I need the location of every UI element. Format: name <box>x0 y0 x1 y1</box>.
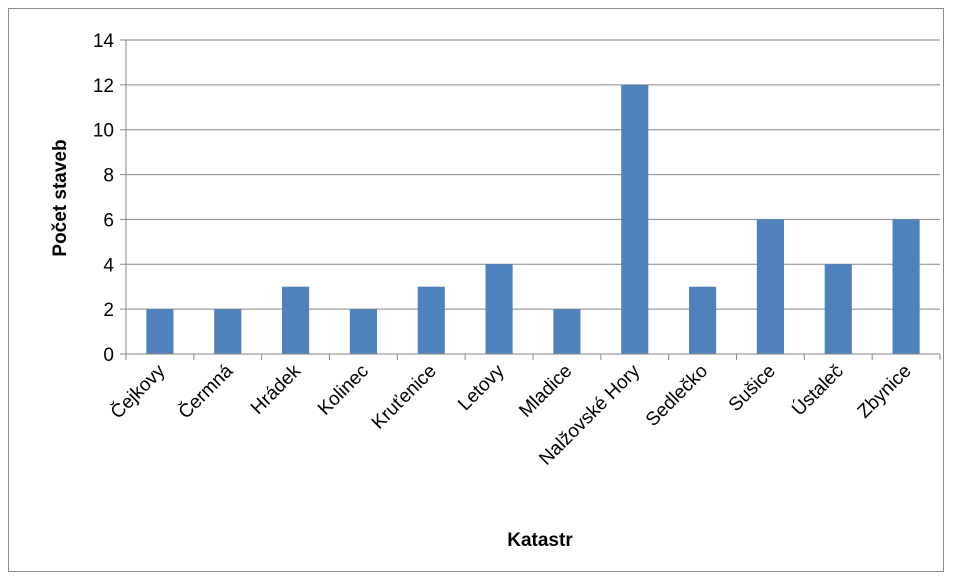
x-tick-label: Sušice <box>725 361 780 416</box>
x-tick-label: Letovy <box>454 360 509 415</box>
x-tick-label: Hrádek <box>247 360 306 419</box>
y-tick-label: 12 <box>93 76 114 97</box>
bars <box>146 84 920 354</box>
y-tick-label: 10 <box>93 121 114 142</box>
bar <box>689 286 717 354</box>
bar <box>349 309 377 354</box>
bar <box>621 84 649 354</box>
y-tick-label: 8 <box>103 166 114 187</box>
axes <box>120 39 941 360</box>
bar <box>892 219 920 354</box>
y-tick-label: 6 <box>103 210 114 231</box>
bar <box>756 219 784 354</box>
x-axis-title: Katastr <box>507 530 573 551</box>
bar <box>553 309 581 354</box>
x-tick-label: Čermná <box>174 360 238 424</box>
x-tick-label: Mladice <box>515 361 576 422</box>
y-tick-label: 4 <box>103 255 114 276</box>
gridlines <box>126 39 940 310</box>
y-tick-label: 2 <box>103 300 114 321</box>
x-tick-label: Ústaleč <box>787 360 847 420</box>
x-tick-label: Čejkovy <box>106 360 170 424</box>
bar <box>485 264 513 354</box>
bar <box>282 286 310 354</box>
chart-frame <box>8 8 944 572</box>
x-tick-label: Zbynice <box>854 361 916 423</box>
y-tick-labels: 0 2 4 6 8 10 12 14 <box>93 31 115 366</box>
y-axis-title: Počet staveb <box>50 139 71 256</box>
bar <box>214 309 242 354</box>
x-tick-label: Kruťenice <box>368 361 441 434</box>
bar <box>417 286 445 354</box>
bar <box>824 264 852 354</box>
y-tick-label: 14 <box>93 31 115 52</box>
x-tick-label: Sedlečko <box>642 361 712 431</box>
bar <box>146 309 174 354</box>
y-tick-label: 0 <box>103 345 114 366</box>
x-tick-label: Kolinec <box>314 361 373 420</box>
